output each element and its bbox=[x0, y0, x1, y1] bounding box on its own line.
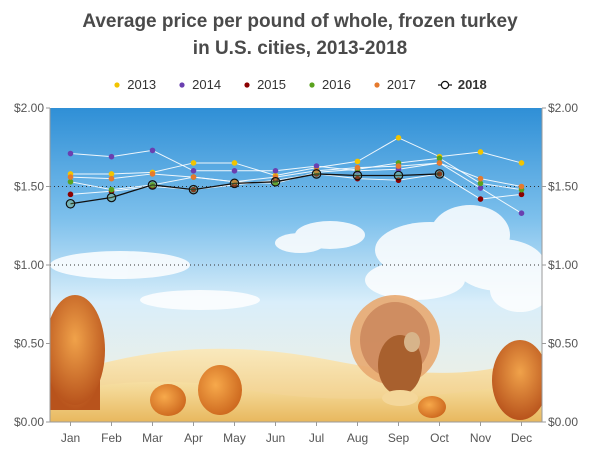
data-point-2014-Feb[interactable] bbox=[108, 153, 115, 160]
data-point-2014-Nov[interactable] bbox=[477, 185, 484, 191]
data-point-2016-Jan[interactable] bbox=[67, 178, 74, 185]
data-point-2014-Jan[interactable] bbox=[67, 150, 74, 157]
x-tick-label: Jun bbox=[266, 431, 285, 445]
data-point-2017-Dec[interactable] bbox=[518, 183, 525, 190]
data-point-2017-Apr[interactable] bbox=[190, 174, 197, 180]
data-point-2013-May[interactable] bbox=[231, 160, 238, 166]
y-tick-label-right: $0.50 bbox=[548, 337, 578, 351]
y-tick-label-left: $2.00 bbox=[14, 101, 44, 115]
x-tick-label: Dec bbox=[511, 431, 532, 445]
data-point-2016-Feb[interactable] bbox=[108, 186, 115, 193]
data-point-2014-May[interactable] bbox=[231, 168, 238, 174]
data-point-2014-Jul[interactable] bbox=[313, 163, 320, 169]
data-point-2014-Jun[interactable] bbox=[272, 168, 279, 174]
data-point-2013-Feb[interactable] bbox=[108, 171, 115, 177]
y-tick-label-right: $0.00 bbox=[548, 415, 578, 429]
series-line-2017 bbox=[70, 162, 522, 187]
x-tick-label: May bbox=[223, 431, 246, 445]
x-tick-label: Jan bbox=[61, 431, 80, 445]
data-point-2013-Aug[interactable] bbox=[354, 158, 361, 165]
x-tick-label: Sep bbox=[388, 431, 410, 445]
turkey-illustration bbox=[350, 295, 440, 406]
x-tick-label: Nov bbox=[470, 431, 491, 445]
data-point-2017-Mar[interactable] bbox=[149, 171, 156, 177]
legend: 2013 2014 2015 2016 2017 2018 bbox=[0, 77, 600, 92]
y-tick-label-right: $2.00 bbox=[548, 101, 578, 115]
chart-title: Average price per pound of whole, frozen… bbox=[0, 8, 600, 62]
data-point-2014-Mar[interactable] bbox=[149, 147, 156, 154]
legend-marker-2015 bbox=[244, 81, 250, 88]
x-tick-label: Jul bbox=[309, 431, 324, 445]
data-point-2015-Dec[interactable] bbox=[518, 191, 525, 198]
data-point-2014-Apr[interactable] bbox=[190, 168, 197, 174]
legend-label-2015: 2015 bbox=[257, 77, 286, 92]
data-point-2013-Nov[interactable] bbox=[477, 149, 484, 155]
data-point-2015-Nov[interactable] bbox=[477, 196, 484, 202]
data-point-2018-Feb[interactable] bbox=[106, 192, 117, 203]
x-tick-label: Mar bbox=[142, 431, 163, 445]
chart-title-line1: Average price per pound of whole, frozen… bbox=[82, 11, 518, 32]
data-point-2016-Oct[interactable] bbox=[436, 155, 443, 162]
data-point-2013-Apr[interactable] bbox=[190, 160, 197, 166]
legend-item-2015[interactable]: 2015 bbox=[243, 77, 286, 92]
data-point-2018-May[interactable] bbox=[229, 178, 240, 189]
data-point-2017-Jan[interactable] bbox=[67, 174, 74, 180]
data-point-2018-Aug[interactable] bbox=[352, 170, 363, 181]
data-point-2015-Jan[interactable] bbox=[67, 191, 74, 198]
legend-marker-2014 bbox=[179, 81, 185, 88]
y-tick-label-right: $1.00 bbox=[548, 258, 578, 272]
data-point-2018-Apr[interactable] bbox=[188, 184, 199, 195]
legend-item-2014[interactable]: 2014 bbox=[178, 77, 221, 92]
x-tick-label: Feb bbox=[101, 431, 122, 445]
legend-label-2016: 2016 bbox=[322, 77, 351, 92]
data-point-2017-Aug[interactable] bbox=[354, 164, 361, 171]
y-tick-label-left: $0.50 bbox=[14, 337, 44, 351]
data-point-2017-Sep[interactable] bbox=[395, 163, 402, 169]
data-point-2016-Nov[interactable] bbox=[477, 180, 484, 187]
data-point-2018-Jan[interactable] bbox=[65, 198, 76, 209]
legend-label-2014: 2014 bbox=[192, 77, 222, 92]
legend-marker-2018 bbox=[437, 80, 452, 89]
y-tick-label-right: $1.50 bbox=[548, 180, 578, 194]
data-point-2017-Feb[interactable] bbox=[108, 175, 115, 182]
data-point-2013-Dec[interactable] bbox=[518, 160, 525, 166]
legend-label-2017: 2017 bbox=[386, 77, 416, 92]
x-axis-ticks: Jan Feb Mar Apr May Jun Jul Aug Sep Oct Nov Dec bbox=[61, 422, 532, 445]
x-tick-label: Aug bbox=[347, 431, 368, 445]
x-tick-label: Apr bbox=[184, 431, 203, 445]
legend-label-2018: 2018 bbox=[457, 77, 487, 92]
data-point-2013-Sep[interactable] bbox=[395, 135, 402, 141]
chart-title-line2: in U.S. cities, 2013-2018 bbox=[192, 38, 408, 59]
data-point-2018-Oct[interactable] bbox=[434, 169, 445, 179]
data-point-2018-Jun[interactable] bbox=[270, 176, 281, 187]
y-tick-label-left: $1.00 bbox=[14, 258, 44, 272]
series-group bbox=[65, 135, 525, 216]
legend-marker-2013 bbox=[114, 81, 120, 88]
legend-item-2016[interactable]: 2016 bbox=[308, 77, 351, 92]
data-point-2017-Nov[interactable] bbox=[477, 175, 484, 182]
series-line-2013 bbox=[70, 137, 522, 177]
y-axis-ticks: $0.00 $0.00 $0.50 $0.50 $1.00 $1.00 $1.50 $1.50… bbox=[14, 101, 578, 429]
data-point-2018-Mar[interactable] bbox=[147, 180, 158, 190]
legend-marker-2016 bbox=[309, 81, 315, 88]
legend-item-2013[interactable]: 2013 bbox=[113, 77, 156, 92]
y-tick-label-left: $1.50 bbox=[14, 180, 44, 194]
legend-item-2018[interactable]: 2018 bbox=[437, 77, 487, 92]
autumn-background-illustration bbox=[50, 108, 542, 422]
data-point-2018-Sep[interactable] bbox=[393, 170, 404, 181]
data-point-2014-Dec[interactable] bbox=[518, 210, 525, 216]
data-point-2018-Jul[interactable] bbox=[311, 169, 322, 179]
legend-label-2013: 2013 bbox=[127, 77, 157, 92]
data-point-2017-Oct[interactable] bbox=[436, 160, 443, 166]
series-line-2014 bbox=[70, 149, 522, 214]
x-tick-label: Oct bbox=[430, 431, 449, 445]
legend-marker-2017 bbox=[374, 81, 380, 88]
series-2018 bbox=[65, 169, 445, 209]
y-tick-label-left: $0.00 bbox=[14, 415, 44, 429]
series-line-2018 bbox=[70, 173, 440, 205]
legend-item-2017[interactable]: 2017 bbox=[373, 77, 416, 92]
